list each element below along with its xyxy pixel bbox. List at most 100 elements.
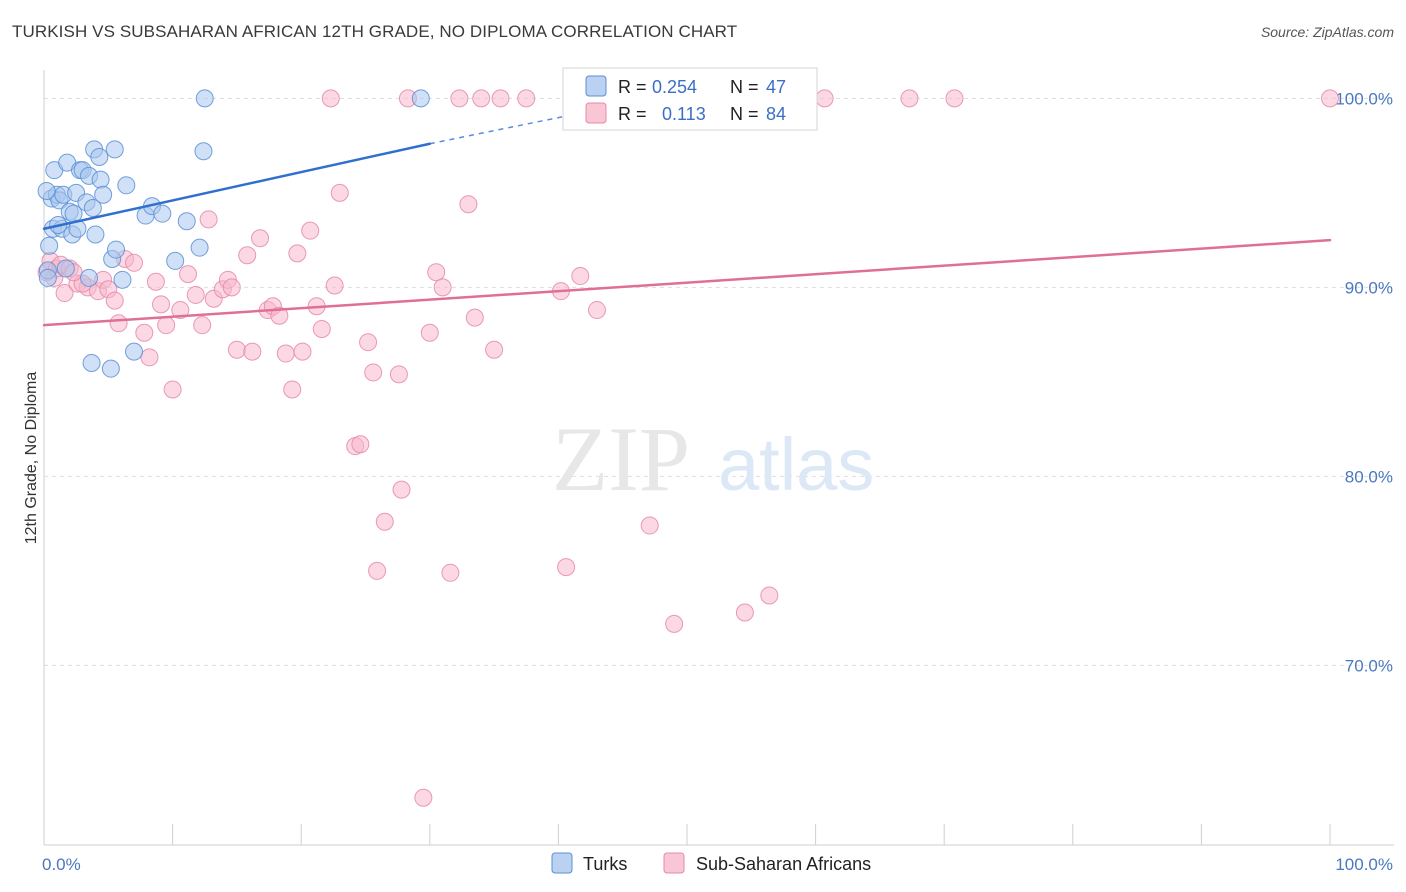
- turks-point-42: [195, 89, 214, 108]
- turks-trend-line: [42, 142, 432, 231]
- ssa-point-54: [392, 480, 411, 499]
- ssa-point-50: [364, 363, 383, 382]
- y-tick-labels: 100.0% 90.0% 80.0% 70.0%: [1335, 89, 1393, 675]
- ssa-point-73: [640, 516, 659, 535]
- ssa-point-51: [368, 561, 387, 580]
- turks-point-33: [117, 176, 136, 195]
- ssa-point-49: [359, 333, 378, 352]
- turks-point-27: [94, 185, 113, 204]
- ssa-point-31: [227, 340, 246, 359]
- ssa-point-61: [450, 89, 469, 108]
- ssa-point-32: [238, 246, 257, 265]
- ssa-point-40: [288, 244, 307, 263]
- ssa-point-17: [140, 348, 159, 367]
- turks-point-41: [194, 142, 213, 161]
- legend-r-label-ssa: R =: [618, 104, 647, 124]
- x-ticks: [43, 824, 1331, 845]
- legend-n-value-turks: 47: [766, 77, 786, 97]
- y-axis-label: 12th Grade, No Diploma: [23, 372, 40, 545]
- turks-points: [37, 89, 430, 378]
- turks-point-43: [411, 89, 430, 108]
- ssa-point-63: [465, 308, 484, 327]
- legend-r-value-ssa: 0.113: [662, 104, 706, 124]
- turks-point-44: [37, 181, 56, 200]
- legend: R = 0.254 N = 47 R = 0.113 N = 84: [562, 67, 818, 131]
- ssa-point-67: [517, 89, 536, 108]
- ssa-point-58: [427, 263, 446, 282]
- turks-point-37: [153, 204, 172, 223]
- turks-point-40: [190, 238, 209, 257]
- chart-title: TURKISH VS SUBSAHARAN AFRICAN 12TH GRADE…: [12, 22, 738, 41]
- ssa-trend-line: [42, 238, 1332, 327]
- y-tick-label-1: 90.0%: [1345, 278, 1393, 297]
- turks-point-9: [56, 259, 75, 278]
- ssa-point-41: [293, 342, 312, 361]
- legend-r-value-turks: 0.254: [652, 77, 697, 97]
- ssa-point-5: [55, 284, 74, 303]
- legend-r-label-turks: R =: [618, 77, 647, 97]
- turks-point-25: [90, 147, 109, 166]
- ssa-point-19: [152, 295, 171, 314]
- turks-point-1: [40, 236, 59, 255]
- ssa-point-62: [459, 195, 478, 214]
- ssa-point-56: [414, 788, 433, 807]
- ssa-point-37: [270, 306, 289, 325]
- ssa-point-74: [665, 614, 684, 633]
- ssa-point-69: [557, 558, 576, 577]
- legend-n-value-ssa: 84: [766, 104, 786, 124]
- ssa-point-24: [186, 285, 205, 304]
- ssa-point-38: [276, 344, 295, 363]
- ssa-point-53: [389, 365, 408, 384]
- ssa-points: [37, 89, 1339, 807]
- turks-point-28: [101, 359, 120, 378]
- turks-point-31: [107, 240, 126, 259]
- ssa-point-42: [301, 221, 320, 240]
- ssa-point-21: [163, 380, 182, 399]
- watermark-zip: ZIP: [552, 408, 690, 510]
- bottom-legend-label-turks: Turks: [583, 854, 627, 874]
- ssa-point-79: [945, 89, 964, 108]
- turks-point-46: [38, 268, 57, 287]
- ssa-point-76: [760, 586, 779, 605]
- turks-point-38: [166, 251, 185, 270]
- turks-trend-extension: [429, 110, 589, 145]
- ssa-point-59: [433, 278, 452, 297]
- turks-point-26: [91, 170, 110, 189]
- turks-point-32: [113, 270, 132, 289]
- bottom-legend: Turks Sub-Saharan Africans: [551, 852, 871, 874]
- bottom-legend-swatch-turks: [551, 852, 573, 874]
- ssa-point-48: [351, 435, 370, 454]
- bottom-legend-label-ssa: Sub-Saharan Africans: [696, 854, 871, 874]
- ssa-point-64: [472, 89, 491, 108]
- ssa-point-57: [420, 323, 439, 342]
- x-tick-label-0: 0.0%: [42, 855, 81, 874]
- ssa-point-81: [1321, 89, 1339, 108]
- ssa-point-13: [109, 314, 128, 333]
- turks-point-20: [80, 268, 99, 287]
- ssa-point-23: [179, 265, 198, 284]
- watermark: ZIP atlas: [552, 408, 874, 510]
- watermark-atlas: atlas: [718, 423, 874, 506]
- ssa-point-12: [105, 291, 124, 310]
- ssa-point-30: [222, 278, 241, 297]
- ssa-point-34: [251, 229, 270, 248]
- ssa-point-78: [900, 89, 919, 108]
- ssa-point-66: [491, 89, 510, 108]
- turks-point-39: [177, 212, 196, 231]
- ssa-point-39: [283, 380, 302, 399]
- ssa-point-71: [587, 301, 606, 320]
- ssa-point-25: [193, 316, 212, 335]
- ssa-point-80: [321, 89, 340, 108]
- ssa-point-46: [330, 183, 349, 202]
- ssa-point-75: [735, 603, 754, 622]
- ssa-point-52: [375, 512, 394, 531]
- turks-point-24: [86, 225, 105, 244]
- turks-point-22: [83, 198, 102, 217]
- ssa-point-77: [815, 89, 834, 108]
- ssa-point-65: [485, 340, 504, 359]
- x-tick-labels: 0.0% 100.0%: [42, 855, 1393, 874]
- ssa-point-15: [125, 253, 144, 272]
- ssa-point-20: [157, 316, 176, 335]
- legend-n-label-ssa: N =: [730, 104, 759, 124]
